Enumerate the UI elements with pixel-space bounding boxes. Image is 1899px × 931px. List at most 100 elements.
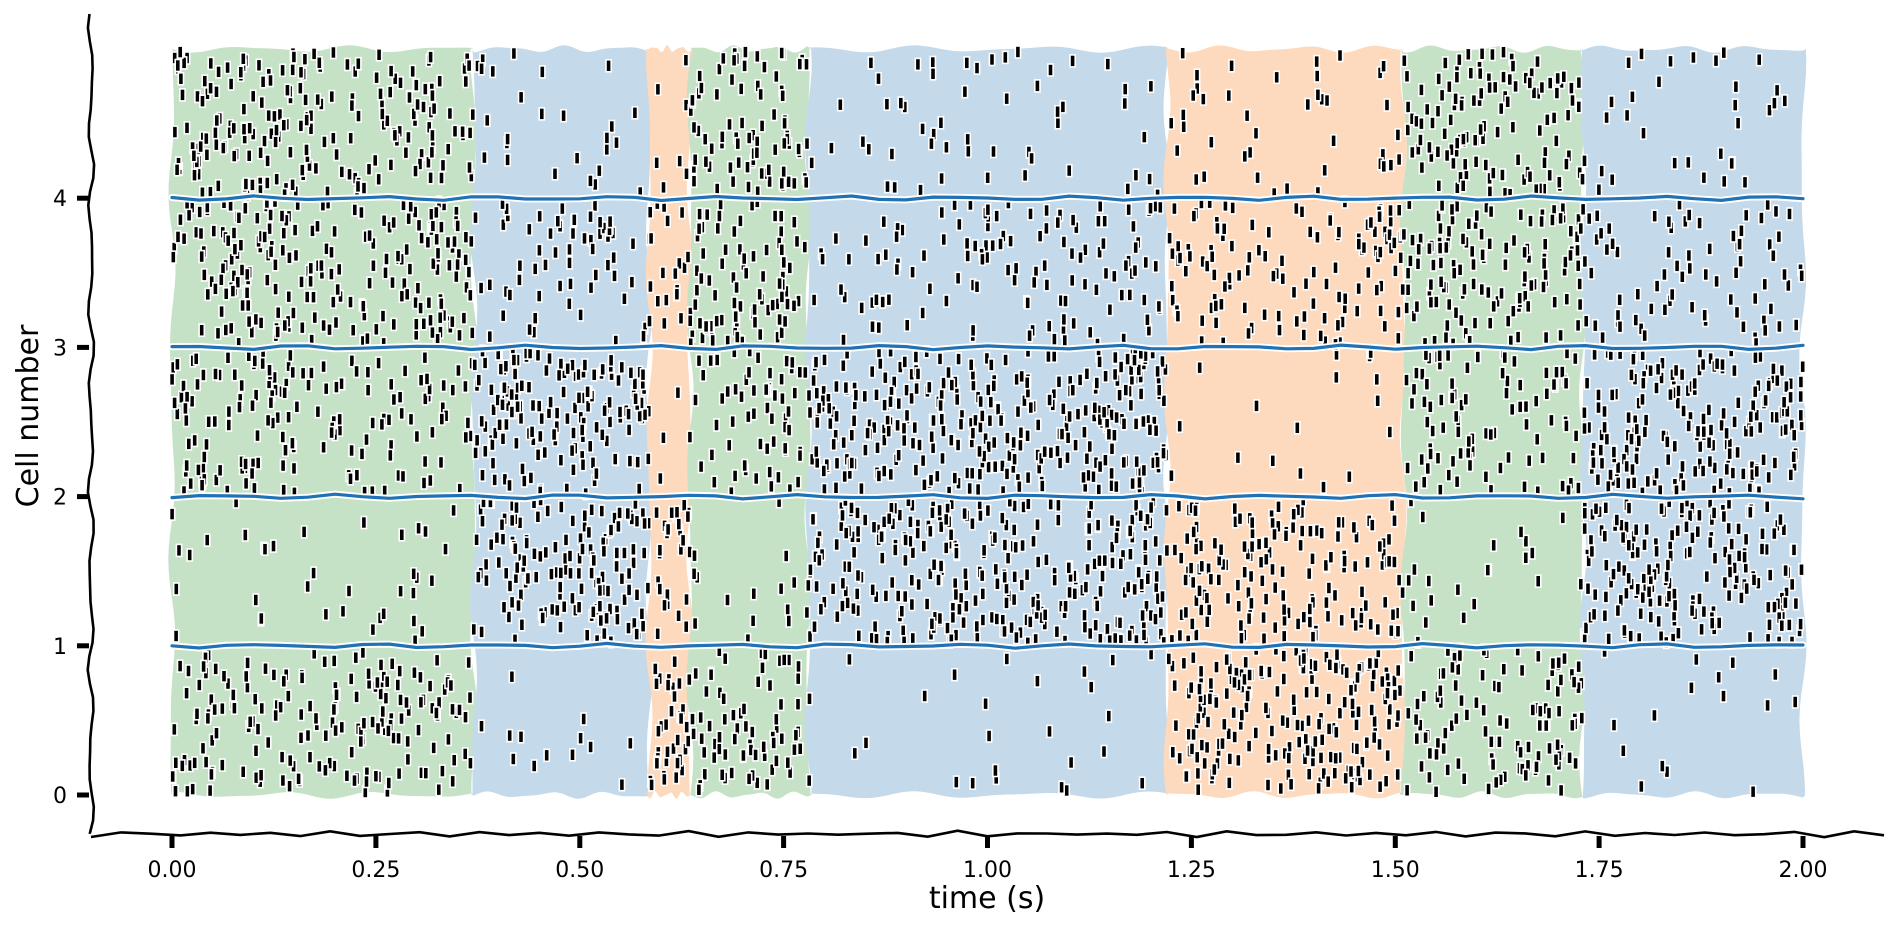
spike-mark — [1152, 534, 1160, 549]
spike-mark — [741, 45, 749, 59]
spike-mark — [1065, 560, 1073, 575]
spike-mark — [616, 405, 624, 419]
spike-mark — [425, 295, 433, 310]
spike-mark — [1608, 388, 1616, 402]
spike-mark — [861, 443, 869, 457]
spike-mark — [427, 313, 434, 328]
spike-mark — [1325, 722, 1333, 736]
spike-mark — [363, 774, 370, 789]
spike-mark — [1472, 155, 1480, 169]
spike-mark — [1194, 711, 1202, 725]
spike-mark — [1517, 745, 1524, 760]
spike-mark — [1182, 573, 1189, 587]
spike-mark — [1208, 249, 1216, 264]
spike-mark — [1562, 376, 1570, 391]
spike-mark — [1404, 266, 1412, 281]
spike-mark — [432, 706, 440, 720]
x-tick — [1800, 836, 1806, 848]
spike-mark — [1797, 617, 1804, 631]
spike-mark — [1765, 379, 1773, 393]
spike-mark — [1453, 70, 1461, 84]
spike-mark — [1598, 164, 1606, 178]
spike-mark — [1441, 726, 1449, 740]
spike-mark — [499, 397, 506, 412]
spike-mark — [504, 132, 511, 146]
spike-mark — [938, 171, 945, 186]
spike-mark — [1661, 302, 1669, 317]
spike-mark — [812, 355, 820, 369]
spike-mark — [515, 273, 523, 287]
spike-mark — [1528, 546, 1536, 560]
spike-mark — [984, 503, 992, 518]
spike-mark — [1140, 463, 1148, 478]
spike-mark — [1380, 59, 1387, 74]
spike-mark — [479, 468, 486, 483]
spike-mark — [1122, 383, 1130, 397]
spike-mark — [478, 414, 486, 429]
spike-mark — [653, 676, 660, 691]
spike-mark — [1555, 175, 1563, 189]
spike-mark — [1514, 153, 1522, 167]
spike-mark — [968, 516, 976, 531]
spike-mark — [776, 312, 783, 327]
spike-mark — [1482, 724, 1489, 739]
spike-mark — [951, 667, 958, 682]
spike-mark — [1167, 116, 1175, 130]
spike-mark — [429, 256, 437, 271]
spike-mark — [772, 69, 780, 84]
spike-mark — [1368, 518, 1376, 532]
spike-mark — [1482, 469, 1490, 484]
spike-mark — [695, 353, 703, 368]
spike-mark — [1494, 125, 1501, 139]
spike-mark — [1404, 282, 1412, 297]
spike-mark — [1781, 267, 1788, 282]
spike-mark — [929, 440, 937, 455]
spike-mark — [1335, 225, 1343, 239]
spike-mark — [1349, 697, 1356, 711]
spike-mark — [1623, 586, 1630, 601]
spike-mark — [1591, 587, 1599, 602]
spike-mark — [1599, 330, 1606, 345]
spike-mark — [1541, 156, 1548, 170]
spike-mark — [1111, 428, 1118, 443]
spike-mark — [589, 242, 597, 256]
spike-mark — [1432, 295, 1440, 309]
spike-mark — [1355, 764, 1362, 778]
spike-mark — [618, 571, 626, 586]
spike-mark — [1193, 750, 1201, 765]
spike-mark — [1332, 260, 1339, 275]
spike-mark — [591, 198, 599, 213]
spike-mark — [1689, 530, 1696, 545]
spike-mark — [238, 378, 246, 393]
spike-mark — [380, 606, 388, 621]
spike-mark — [1280, 672, 1288, 686]
spike-mark — [281, 318, 289, 333]
spike-mark — [1023, 375, 1031, 390]
spike-mark — [539, 611, 547, 625]
spike-mark — [1196, 583, 1203, 598]
spike-mark — [534, 509, 542, 524]
spike-mark — [1026, 328, 1033, 343]
spike-mark — [242, 457, 249, 471]
spike-mark — [1485, 782, 1492, 796]
spike-mark — [1426, 770, 1433, 785]
spike-mark — [1705, 435, 1713, 450]
spike-mark — [1616, 319, 1624, 334]
spike-mark — [1110, 269, 1118, 284]
spike-mark — [1577, 577, 1585, 592]
spike-mark — [1755, 52, 1763, 67]
spike-mark — [788, 355, 796, 370]
spike-mark — [1715, 670, 1723, 685]
spike-mark — [332, 723, 339, 738]
spike-mark — [986, 413, 994, 428]
spike-mark — [1116, 615, 1124, 630]
spike-mark — [700, 745, 708, 760]
spike-mark — [1522, 550, 1530, 565]
spike-mark — [391, 128, 399, 143]
spike-mark — [353, 690, 360, 704]
spike-mark — [980, 543, 988, 558]
spike-mark — [646, 279, 654, 294]
spike-mark — [1418, 116, 1425, 131]
spike-mark — [315, 759, 323, 774]
